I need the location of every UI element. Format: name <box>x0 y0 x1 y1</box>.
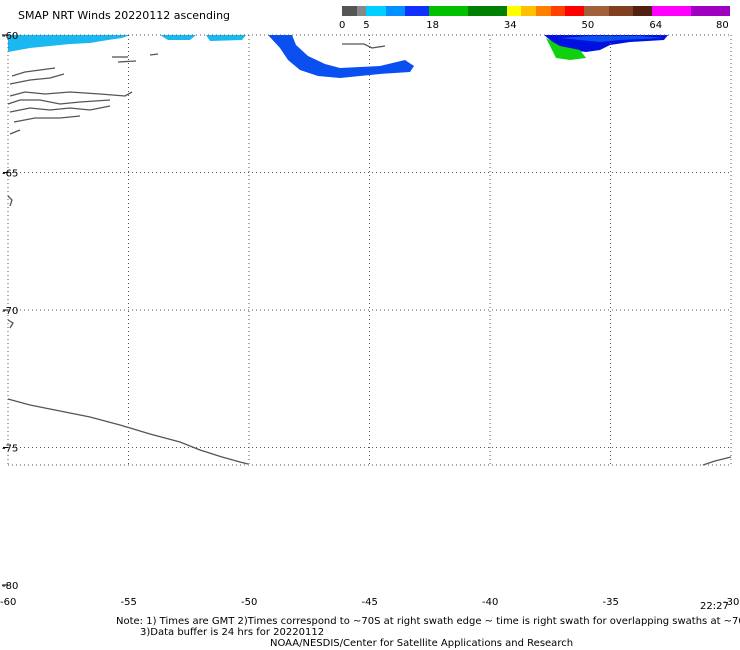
lon-tick-label: -45 <box>362 597 378 608</box>
coastlines <box>7 43 732 466</box>
coastline <box>9 105 111 113</box>
note-line-1: Note: 1) Times are GMT 2)Times correspon… <box>116 616 740 627</box>
coastline <box>9 91 133 97</box>
note-line-3: NOAA/NESDIS/Center for Satellite Applica… <box>270 638 574 649</box>
colorbar-segment <box>506 6 522 16</box>
colorbar-segment <box>521 6 536 16</box>
axis-tick-labels: -60 -65 -70 -75 -80 -60 -55 -50 -45 -40 -35 -30 <box>0 31 739 608</box>
coastline <box>149 53 159 56</box>
wind-swath-mid <box>560 36 664 42</box>
note-line-2: 3)Data buffer is 24 hrs for 20220112 <box>140 627 325 638</box>
time-label: 22:27 <box>700 601 729 612</box>
colorbar-segment <box>356 6 367 16</box>
colorbar-segment <box>565 6 585 16</box>
colorbar-segment <box>652 6 692 16</box>
colorbar-segment <box>405 6 430 16</box>
coastline <box>702 456 732 466</box>
coastline <box>13 115 81 123</box>
wind-swath-light <box>160 35 196 40</box>
coastline <box>7 319 14 329</box>
wind-swath-mid <box>268 35 414 78</box>
lat-tick-label: -65 <box>2 169 18 180</box>
lat-tick-label: -70 <box>2 306 18 317</box>
lon-tick-label: -35 <box>603 597 619 608</box>
lon-tick-label: -50 <box>241 597 257 608</box>
colorbar-label: 5 <box>363 20 370 31</box>
graticule <box>8 34 731 466</box>
lat-tick-label: -75 <box>2 444 18 455</box>
lon-tick-label: -30 <box>723 597 739 608</box>
colorbar-segment <box>535 6 551 16</box>
wind-swath-light <box>206 35 246 41</box>
colorbar-segment <box>429 6 469 16</box>
colorbar-label: 0 <box>339 20 346 31</box>
colorbar-segment <box>584 6 609 16</box>
lon-tick-label: -40 <box>482 597 498 608</box>
colorbar-segment <box>385 6 406 16</box>
lon-tick-label: -60 <box>0 597 16 608</box>
coastline <box>117 60 137 63</box>
coastline <box>9 73 65 85</box>
wind-swath-light <box>8 35 130 52</box>
colorbar-segment <box>608 6 633 16</box>
colorbar-segment <box>366 6 386 16</box>
lat-tick-label: -80 <box>2 581 18 592</box>
colorbar-label: 50 <box>581 20 595 31</box>
wind-swaths <box>8 35 668 78</box>
wind-swath-green <box>546 38 586 60</box>
chart-title: SMAP NRT Winds 20220112 ascending <box>18 9 231 22</box>
coastline <box>342 43 386 49</box>
colorbar-label: 18 <box>426 20 440 31</box>
wind-speed-colorbar <box>342 6 730 16</box>
colorbar-segment <box>342 6 357 16</box>
map-frame <box>2 34 732 586</box>
lon-tick-label: -55 <box>121 597 137 608</box>
colorbar-segment <box>632 6 653 16</box>
colorbar-label: 80 <box>716 20 729 31</box>
coastline <box>7 99 111 105</box>
coastline <box>7 398 249 465</box>
colorbar-segment <box>468 6 507 16</box>
coastline <box>11 67 56 77</box>
coastline <box>7 195 13 207</box>
colorbar-label: 34 <box>503 20 517 31</box>
colorbar-segment <box>550 6 566 16</box>
colorbar-label: 64 <box>649 20 663 31</box>
coastline <box>9 129 21 135</box>
colorbar-segment <box>691 6 730 16</box>
lat-tick-label: -60 <box>2 31 18 42</box>
